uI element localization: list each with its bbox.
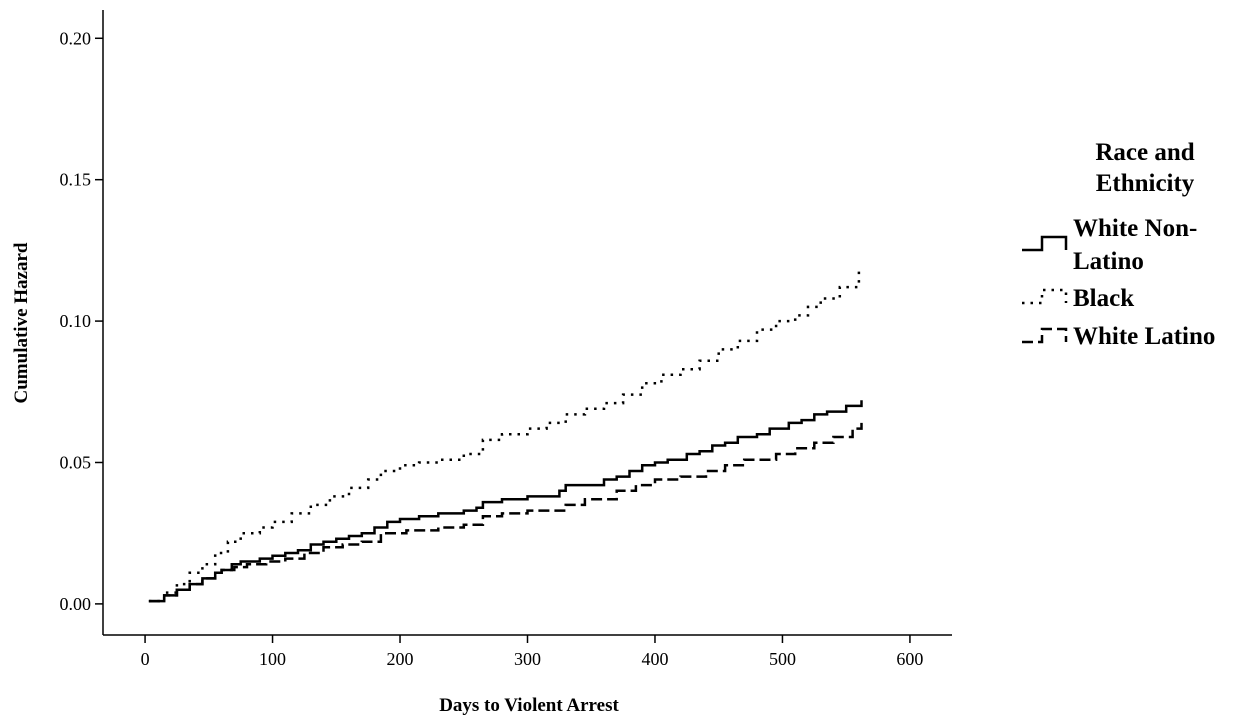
x-tick-label: 500 bbox=[769, 649, 796, 669]
legend-swatch-black bbox=[1022, 288, 1068, 305]
series-lines bbox=[148, 270, 863, 603]
legend-label-black: Black bbox=[1073, 285, 1134, 312]
x-tick-label: 200 bbox=[387, 649, 414, 669]
y-axis-title: Cumulative Hazard bbox=[11, 242, 32, 403]
y-axis-ticks: 0.00 0.05 0.10 0.15 0.20 bbox=[60, 28, 103, 614]
x-tick-label: 0 bbox=[141, 649, 150, 669]
legend-label-white-latino: White Latino bbox=[1073, 323, 1215, 350]
legend-label-white-non-latino-line-2: Latino bbox=[1073, 248, 1144, 275]
x-tick-label: 600 bbox=[896, 649, 923, 669]
legend-swatch-white-non-latino bbox=[1022, 235, 1068, 252]
legend-title-line-1: Race and bbox=[1095, 139, 1194, 166]
series-line-white-non-latino bbox=[148, 400, 863, 603]
legend-title-line-2: Ethnicity bbox=[1096, 170, 1195, 197]
y-tick-label: 0.00 bbox=[60, 594, 92, 614]
x-axis-ticks: 0 100 200 300 400 500 600 bbox=[141, 635, 923, 669]
legend: Race and Ethnicity White Non- Latino Bla… bbox=[1022, 139, 1215, 350]
legend-swatch-white-latino bbox=[1022, 327, 1068, 344]
y-tick-label: 0.10 bbox=[60, 311, 92, 331]
x-tick-label: 400 bbox=[641, 649, 668, 669]
y-tick-label: 0.15 bbox=[60, 170, 92, 190]
series-line-white-latino bbox=[148, 422, 863, 603]
series-line-black bbox=[148, 270, 861, 603]
x-tick-label: 300 bbox=[514, 649, 541, 669]
y-tick-label: 0.05 bbox=[60, 452, 92, 472]
y-tick-label: 0.20 bbox=[60, 28, 92, 48]
x-axis-title: Days to Violent Arrest bbox=[439, 695, 619, 716]
legend-label-white-non-latino-line-1: White Non- bbox=[1073, 215, 1197, 242]
x-tick-label: 100 bbox=[259, 649, 286, 669]
plot-area: 0.00 0.05 0.10 0.15 0.20 0 100 200 300 400 500 600 bbox=[60, 10, 952, 669]
